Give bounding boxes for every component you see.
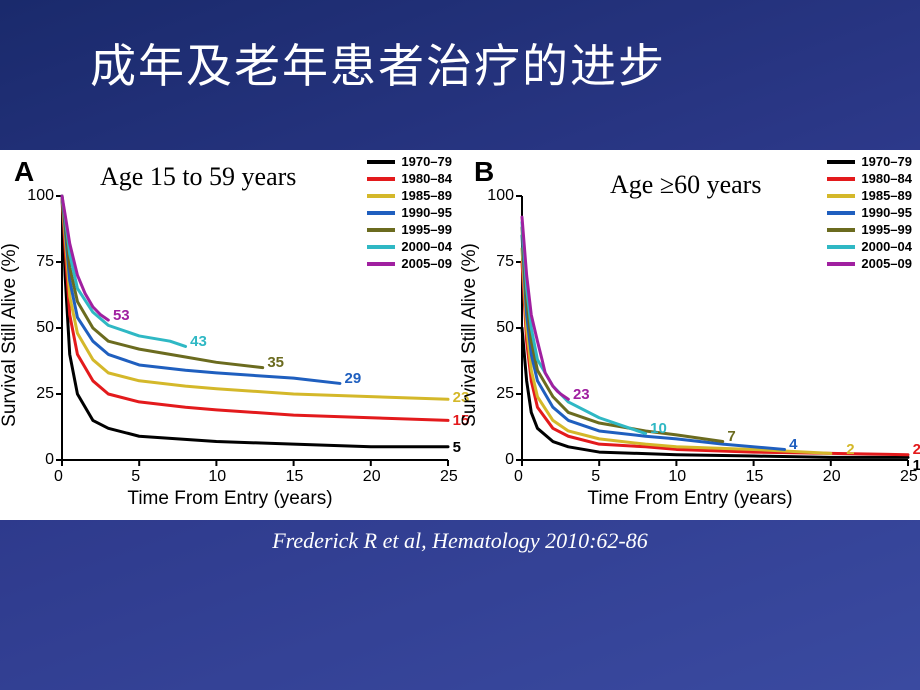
y-tick: 25 — [496, 385, 514, 403]
legend-row: 1970–79 — [827, 154, 912, 169]
legend-row: 1970–79 — [367, 154, 452, 169]
legend-swatch — [367, 177, 395, 181]
legend-label: 2005–09 — [401, 256, 452, 271]
chart-container: A Age 15 to 59 years Survival Still Aliv… — [0, 150, 920, 520]
legend-row: 2000–04 — [367, 239, 452, 254]
legend-swatch — [827, 177, 855, 181]
series-end-label: 35 — [267, 354, 284, 371]
legend-swatch — [367, 194, 395, 198]
legend-row: 1995–99 — [367, 222, 452, 237]
legend-label: 1995–99 — [401, 222, 452, 237]
legend-swatch — [367, 228, 395, 232]
series-end-label: 53 — [113, 307, 130, 324]
panel-label-a: A — [14, 156, 34, 188]
legend-swatch — [827, 245, 855, 249]
legend-row: 2005–09 — [367, 256, 452, 271]
y-tick: 75 — [36, 253, 54, 271]
legend-label: 1990–95 — [401, 205, 452, 220]
legend-label: 1980–84 — [861, 171, 912, 186]
legend-a: 1970–79 1980–84 1985–89 1990–95 1995–99 2000–… — [367, 154, 452, 273]
panel-label-b: B — [474, 156, 494, 188]
legend-row: 1980–84 — [827, 171, 912, 186]
legend-swatch — [827, 228, 855, 232]
legend-row: 1995–99 — [827, 222, 912, 237]
legend-row: 1985–89 — [367, 188, 452, 203]
series-end-label: 2 — [846, 441, 854, 458]
series-end-label: 23 — [573, 386, 590, 403]
legend-label: 1995–99 — [861, 222, 912, 237]
y-tick: 100 — [27, 187, 54, 205]
x-tick: 0 — [514, 468, 523, 486]
x-tick: 10 — [668, 468, 686, 486]
x-tick: 15 — [286, 468, 304, 486]
y-tick: 50 — [36, 319, 54, 337]
legend-label: 1980–84 — [401, 171, 452, 186]
x-tick: 20 — [823, 468, 841, 486]
y-tick: 50 — [496, 319, 514, 337]
legend-row: 2000–04 — [827, 239, 912, 254]
x-tick: 5 — [591, 468, 600, 486]
legend-swatch — [827, 211, 855, 215]
legend-label: 2000–04 — [861, 239, 912, 254]
legend-swatch — [827, 160, 855, 164]
y-tick: 100 — [487, 187, 514, 205]
x-tick: 20 — [363, 468, 381, 486]
series-end-label: 4 — [789, 436, 797, 453]
y-axis-label-a: Survival Still Alive (%) — [0, 243, 21, 427]
x-axis-label-b: Time From Entry (years) — [587, 488, 792, 510]
x-tick: 25 — [440, 468, 458, 486]
x-tick: 5 — [131, 468, 140, 486]
legend-swatch — [367, 160, 395, 164]
series-end-label: 2 — [913, 441, 920, 458]
panel-subtitle-b: Age ≥60 years — [610, 170, 761, 200]
series-end-label: 10 — [650, 420, 667, 437]
legend-label: 1970–79 — [401, 154, 452, 169]
page-title: 成年及老年患者治疗的进步 — [0, 0, 920, 96]
series-end-label: 7 — [727, 428, 735, 445]
series-end-label: 29 — [345, 370, 362, 387]
legend-swatch — [827, 194, 855, 198]
legend-label: 2005–09 — [861, 256, 912, 271]
citation: Frederick R et al, Hematology 2010:62-86 — [0, 528, 920, 554]
legend-swatch — [367, 262, 395, 266]
legend-swatch — [367, 211, 395, 215]
legend-row: 1990–95 — [827, 205, 912, 220]
legend-row: 2005–09 — [827, 256, 912, 271]
x-tick: 10 — [208, 468, 226, 486]
series-end-label: 43 — [190, 333, 207, 350]
panel-subtitle-a: Age 15 to 59 years — [100, 162, 296, 192]
legend-label: 1985–89 — [401, 188, 452, 203]
survival-chart-a: A Age 15 to 59 years Survival Still Aliv… — [0, 150, 460, 520]
legend-swatch — [827, 262, 855, 266]
survival-chart-b: B Age ≥60 years Survival Still Alive (%)… — [460, 150, 920, 520]
legend-row: 1985–89 — [827, 188, 912, 203]
legend-swatch — [367, 245, 395, 249]
y-axis-label-b: Survival Still Alive (%) — [459, 243, 481, 427]
x-tick: 15 — [746, 468, 764, 486]
y-tick: 0 — [505, 451, 514, 469]
legend-label: 1990–95 — [861, 205, 912, 220]
y-tick: 75 — [496, 253, 514, 271]
legend-row: 1990–95 — [367, 205, 452, 220]
x-axis-label-a: Time From Entry (years) — [127, 488, 332, 510]
series-end-label: 1 — [913, 457, 920, 474]
legend-row: 1980–84 — [367, 171, 452, 186]
legend-label: 1985–89 — [861, 188, 912, 203]
legend-label: 1970–79 — [861, 154, 912, 169]
x-tick: 0 — [54, 468, 63, 486]
y-tick: 25 — [36, 385, 54, 403]
y-tick: 0 — [45, 451, 54, 469]
legend-b: 1970–79 1980–84 1985–89 1990–95 1995–99 2000–… — [827, 154, 912, 273]
legend-label: 2000–04 — [401, 239, 452, 254]
